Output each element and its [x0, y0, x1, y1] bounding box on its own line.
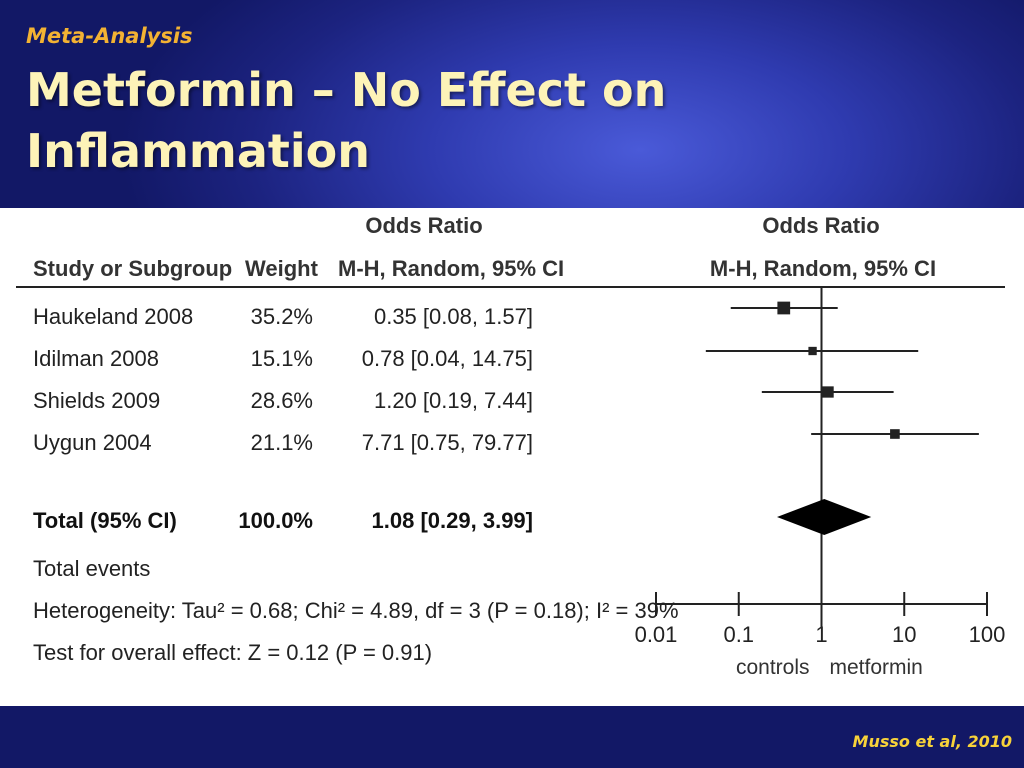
study-name: Idilman 2008 — [33, 346, 159, 371]
favours-right-label: metformin — [830, 656, 923, 679]
study-row: Idilman 2008 15.1% 0.78 [0.04, 14.75] — [33, 346, 533, 371]
study-square — [890, 429, 900, 439]
study-weight: 28.6% — [251, 388, 313, 413]
slide-kicker: Meta-Analysis — [26, 24, 193, 48]
forest-plot-panel: Odds Ratio Odds Ratio Study or Subgroup … — [0, 208, 1024, 706]
x-tick-label: 0.1 — [723, 622, 754, 647]
study-square — [777, 301, 791, 315]
study-name: Uygun 2004 — [33, 430, 152, 455]
x-tick-label: 100 — [969, 622, 1006, 647]
study-name: Haukeland 2008 — [33, 304, 193, 329]
heterogeneity-text: Heterogeneity: Tau² = 0.68; Chi² = 4.89,… — [33, 598, 679, 623]
total-weight: 100.0% — [238, 508, 313, 533]
study-ci: 0.78 [0.04, 14.75] — [362, 346, 533, 371]
total-row: Total (95% CI) 100.0% 1.08 [0.29, 3.99] — [33, 508, 533, 533]
header-plot-method: M-H, Random, 95% CI — [710, 256, 936, 281]
study-row: Haukeland 2008 35.2% 0.35 [0.08, 1.57] — [33, 304, 533, 329]
citation: Musso et al, 2010 — [852, 732, 1012, 751]
plot-area: 0.01 0.1 1 10 100 controls metformin — [635, 287, 1006, 679]
study-square — [822, 386, 834, 398]
total-events: Total events — [33, 556, 150, 581]
study-weight: 21.1% — [251, 430, 313, 455]
study-row: Shields 2009 28.6% 1.20 [0.19, 7.44] — [33, 388, 533, 413]
study-weight: 35.2% — [251, 304, 313, 329]
x-tick-label: 10 — [892, 622, 916, 647]
header-plot-top: Odds Ratio — [762, 213, 879, 238]
forest-plot: Odds Ratio Odds Ratio Study or Subgroup … — [16, 213, 1006, 679]
x-tick-label: 1 — [815, 622, 827, 647]
study-ci: 7.71 [0.75, 79.77] — [362, 430, 533, 455]
overall-effect-text: Test for overall effect: Z = 0.12 (P = 0… — [33, 640, 432, 665]
total-diamond — [777, 499, 872, 535]
x-tick-label: 0.01 — [635, 622, 678, 647]
study-name: Shields 2009 — [33, 388, 160, 413]
study-weight: 15.1% — [251, 346, 313, 371]
study-ci: 1.20 [0.19, 7.44] — [374, 388, 533, 413]
favours-left-label: controls — [736, 656, 810, 679]
header-or-method: M-H, Random, 95% CI — [338, 256, 564, 281]
study-square — [808, 346, 817, 356]
slide-title: Metformin – No Effect on Inflammation — [26, 63, 667, 178]
total-name: Total (95% CI) — [33, 508, 177, 533]
header-or-top: Odds Ratio — [365, 213, 482, 238]
header-study: Study or Subgroup — [33, 256, 232, 281]
study-row: Uygun 2004 21.1% 7.71 [0.75, 79.77] — [33, 430, 533, 455]
header-weight: Weight — [245, 256, 319, 281]
study-ci: 0.35 [0.08, 1.57] — [374, 304, 533, 329]
total-ci: 1.08 [0.29, 3.99] — [372, 508, 533, 533]
